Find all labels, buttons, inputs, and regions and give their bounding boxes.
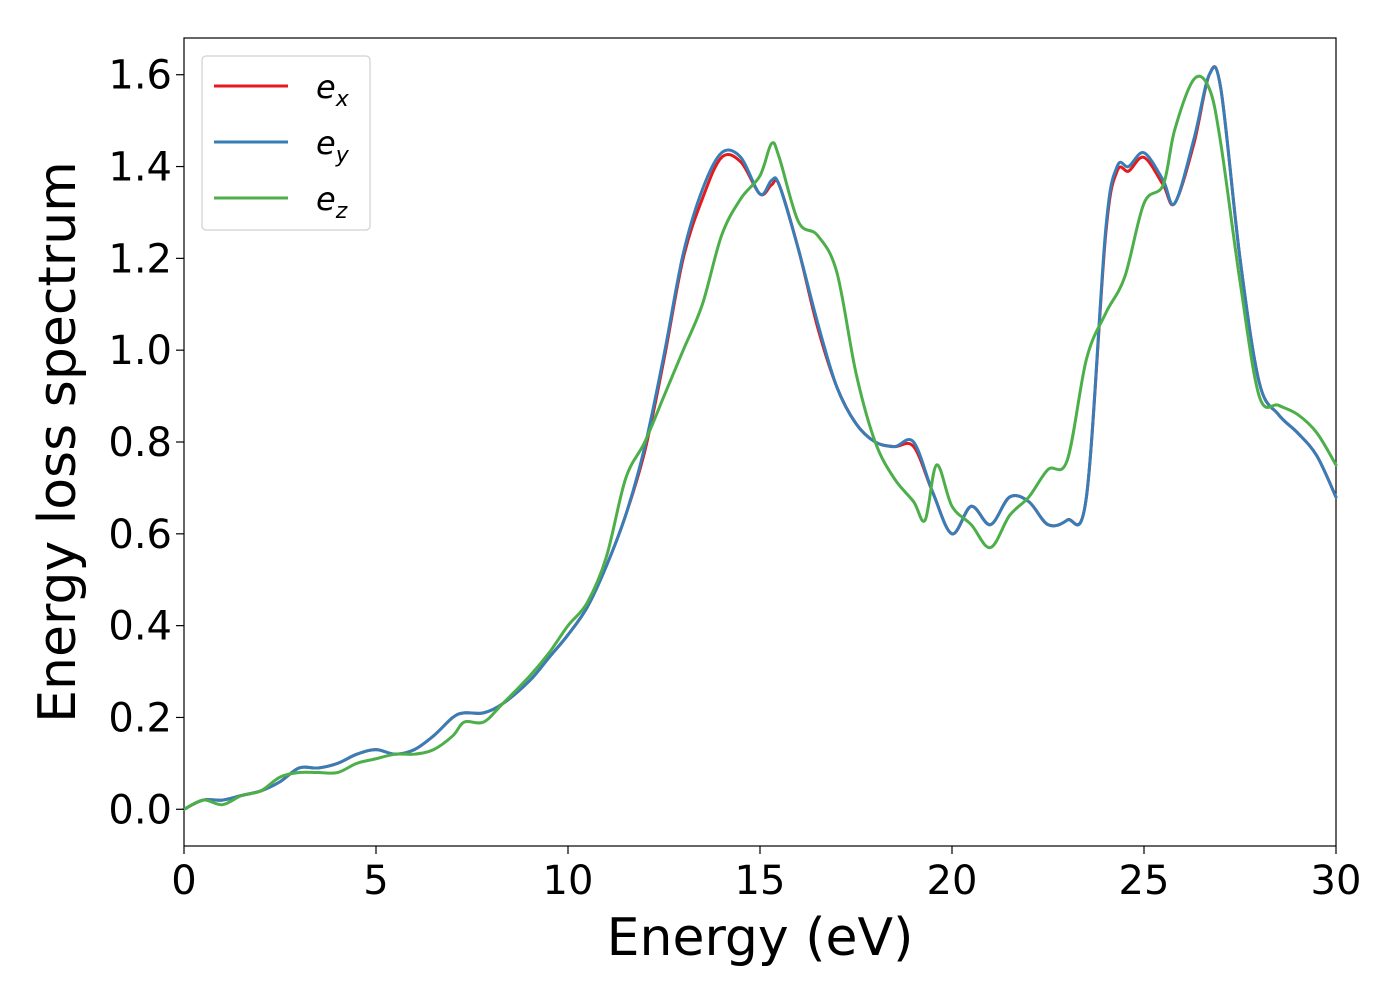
y-tick-label: 0.6 xyxy=(108,512,172,558)
x-tick-label: 25 xyxy=(1119,858,1170,904)
x-tick-label: 10 xyxy=(543,858,594,904)
y-tick-label: 0.0 xyxy=(108,787,172,833)
x-tick-label: 30 xyxy=(1311,858,1362,904)
legend-label-ex: ex xyxy=(316,68,350,112)
y-ticks: 0.0 0.2 0.4 0.6 0.8 1.0 1.2 1.4 1.6 xyxy=(108,53,184,833)
x-axis-title: Energy (eV) xyxy=(607,908,914,968)
y-tick-label: 1.4 xyxy=(108,145,172,191)
y-tick-label: 1.0 xyxy=(108,328,172,374)
x-tick-label: 0 xyxy=(171,858,196,904)
legend: ex ey ez xyxy=(201,55,371,231)
y-tick-label: 0.2 xyxy=(108,695,172,741)
legend-label-ey: ey xyxy=(316,124,350,168)
x-tick-label: 5 xyxy=(363,858,388,904)
y-tick-label: 1.2 xyxy=(108,236,172,282)
y-axis-title: Energy loss spectrum xyxy=(28,161,88,723)
x-ticks: 0 5 10 15 20 25 30 xyxy=(171,846,1361,904)
y-tick-label: 0.4 xyxy=(108,604,172,650)
series-line-ez xyxy=(182,74,1338,811)
y-tick-label: 1.6 xyxy=(108,53,172,99)
x-tick-label: 20 xyxy=(927,858,978,904)
x-tick-label: 15 xyxy=(735,858,786,904)
y-tick-label: 0.8 xyxy=(108,420,172,466)
legend-label-ez: ez xyxy=(316,180,348,224)
series-layer xyxy=(182,65,1338,811)
